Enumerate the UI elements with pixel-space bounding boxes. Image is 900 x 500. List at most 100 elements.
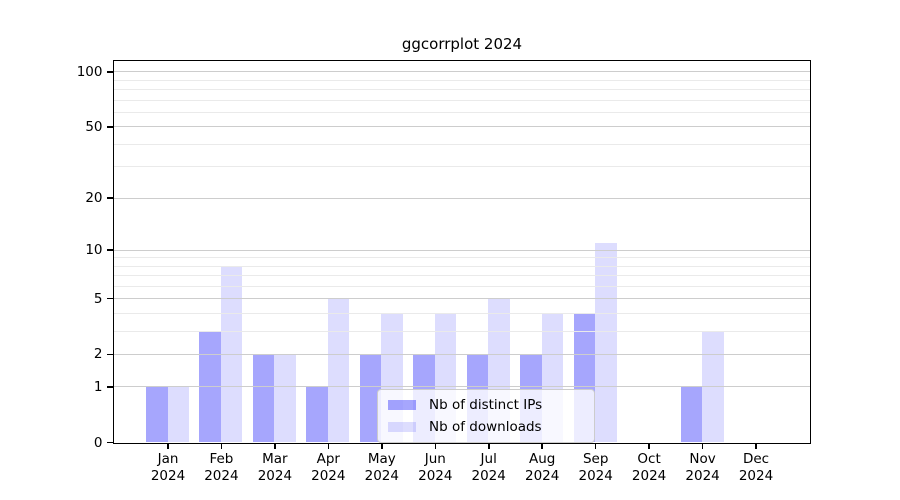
major-gridline-10 bbox=[114, 249, 810, 251]
x-axis-tick-sep bbox=[594, 442, 597, 449]
x-tick-label-month: Sep bbox=[582, 450, 609, 467]
bar-downloads-sep bbox=[595, 242, 617, 442]
x-tick-label-dec: Dec 2024 bbox=[724, 451, 788, 485]
minor-gridline-80 bbox=[114, 89, 810, 91]
x-tick-label-year: 2024 bbox=[311, 467, 346, 484]
x-tick-label-year: 2024 bbox=[257, 467, 293, 484]
x-tick-label-apr: Apr 2024 bbox=[296, 451, 360, 485]
bar-downloads-jan bbox=[167, 386, 189, 442]
minor-gridline-90 bbox=[114, 79, 810, 81]
x-tick-label-month: Jun bbox=[424, 450, 446, 467]
legend-label-downloads: Nb of downloads bbox=[429, 419, 542, 435]
x-axis-tick-apr bbox=[327, 442, 330, 449]
legend: Nb of distinct IPs Nb of downloads bbox=[377, 389, 595, 443]
x-tick-label-month: Jan bbox=[157, 450, 179, 467]
legend-swatch-downloads bbox=[388, 422, 416, 432]
x-axis-tick-may bbox=[381, 442, 383, 449]
x-tick-label-month: Jul bbox=[480, 450, 497, 467]
y-axis-tick-0 bbox=[107, 441, 113, 444]
y-axis-tick-1 bbox=[107, 386, 113, 388]
x-tick-label-year: 2024 bbox=[418, 467, 453, 484]
x-axis-tick-nov bbox=[701, 442, 704, 449]
major-gridline-1 bbox=[114, 386, 810, 388]
x-tick-label-jul: Jul 2024 bbox=[457, 451, 521, 485]
minor-gridline-70 bbox=[114, 99, 810, 101]
x-tick-label-month: Dec bbox=[742, 450, 770, 467]
x-tick-label-sep: Sep 2024 bbox=[564, 451, 628, 485]
x-tick-label-feb: Feb 2024 bbox=[189, 451, 253, 485]
y-axis-tick-5 bbox=[107, 297, 113, 300]
minor-gridline-8 bbox=[114, 265, 810, 267]
y-axis-tick-100 bbox=[107, 71, 113, 73]
x-tick-label-year: 2024 bbox=[471, 467, 506, 484]
x-tick-label-year: 2024 bbox=[204, 467, 239, 484]
x-tick-label-month: Aug bbox=[529, 450, 556, 467]
x-axis-tick-feb bbox=[220, 442, 223, 449]
x-axis-tick-dec bbox=[755, 442, 757, 449]
minor-gridline-60 bbox=[114, 111, 810, 113]
minor-gridline-4 bbox=[114, 312, 810, 314]
minor-gridline-9 bbox=[114, 257, 810, 259]
x-tick-label-oct: Oct 2024 bbox=[617, 451, 681, 485]
legend-label-distinct-ips: Nb of distinct IPs bbox=[429, 397, 543, 413]
y-axis-tick-20 bbox=[107, 197, 113, 199]
y-tick-label-0: 0 bbox=[93, 434, 103, 451]
minor-gridline-7 bbox=[114, 275, 810, 276]
x-axis-tick-mar bbox=[274, 442, 276, 449]
bar-downloads-mar bbox=[274, 353, 296, 442]
x-tick-label-nov: Nov 2024 bbox=[671, 451, 735, 485]
plot-area: Nb of distinct IPs Nb of downloads bbox=[113, 60, 811, 444]
x-tick-label-year: 2024 bbox=[364, 467, 399, 484]
legend-swatch-distinct-ips bbox=[388, 400, 416, 410]
y-tick-label-10: 10 bbox=[85, 242, 103, 258]
x-axis-tick-oct bbox=[648, 442, 650, 449]
y-tick-label-1: 1 bbox=[93, 378, 103, 395]
x-tick-label-month: Mar bbox=[262, 450, 288, 467]
x-tick-label-may: May 2024 bbox=[350, 451, 414, 485]
major-gridline-50 bbox=[114, 126, 810, 128]
x-tick-label-month: Apr bbox=[316, 450, 340, 467]
x-tick-label-year: 2024 bbox=[685, 467, 720, 484]
x-axis-tick-aug bbox=[541, 442, 543, 449]
x-tick-label-month: Nov bbox=[689, 450, 716, 467]
x-tick-label-jun: Jun 2024 bbox=[403, 451, 467, 485]
y-tick-label-5: 5 bbox=[93, 290, 103, 307]
x-axis-tick-jul bbox=[488, 442, 490, 449]
x-tick-label-month: May bbox=[367, 450, 396, 467]
x-tick-label-mar: Mar 2024 bbox=[243, 451, 307, 485]
minor-gridline-3 bbox=[114, 330, 810, 332]
x-tick-label-month: Oct bbox=[637, 450, 661, 467]
major-gridline-100 bbox=[114, 71, 810, 73]
x-tick-label-aug: Aug 2024 bbox=[510, 451, 574, 485]
major-gridline-2 bbox=[114, 353, 810, 355]
y-axis-tick-10 bbox=[107, 249, 113, 251]
minor-gridline-40 bbox=[114, 143, 810, 145]
x-axis-tick-jan bbox=[167, 442, 169, 449]
minor-gridline-30 bbox=[114, 166, 810, 168]
bar-downloads-apr bbox=[327, 298, 350, 442]
x-tick-label-year: 2024 bbox=[631, 467, 667, 484]
y-tick-label-2: 2 bbox=[93, 346, 103, 363]
bar-ips-may bbox=[359, 353, 382, 442]
y-axis-tick-50 bbox=[107, 126, 113, 128]
x-tick-label-year: 2024 bbox=[578, 467, 613, 484]
major-gridline-20 bbox=[114, 197, 810, 199]
bar-ips-jan bbox=[146, 386, 168, 442]
major-gridline-5 bbox=[114, 298, 810, 300]
y-tick-label-50: 50 bbox=[85, 118, 103, 135]
x-tick-label-month: Feb bbox=[209, 450, 234, 467]
y-axis-tick-2 bbox=[107, 353, 113, 355]
legend-item-downloads: Nb of downloads bbox=[388, 419, 584, 435]
minor-gridline-6 bbox=[114, 285, 810, 287]
bar-ips-apr bbox=[306, 386, 328, 442]
x-tick-label-year: 2024 bbox=[150, 467, 186, 484]
x-tick-label-jan: Jan 2024 bbox=[136, 451, 200, 485]
x-tick-label-year: 2024 bbox=[738, 467, 774, 484]
legend-item-distinct-ips: Nb of distinct IPs bbox=[388, 397, 584, 413]
chart-title: ggcorrplot 2024 bbox=[401, 35, 523, 53]
bar-ips-nov bbox=[680, 386, 703, 442]
x-axis-tick-jun bbox=[434, 442, 436, 449]
y-tick-label-100: 100 bbox=[76, 63, 103, 80]
bar-downloads-feb bbox=[220, 265, 243, 442]
